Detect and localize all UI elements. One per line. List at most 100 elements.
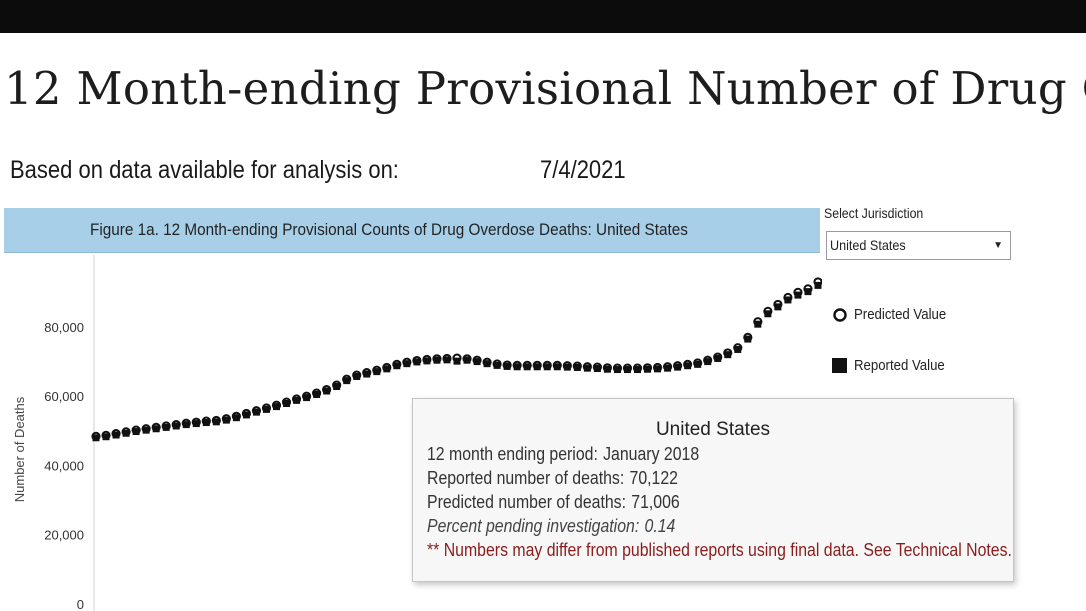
- reported-value-point[interactable]: [553, 363, 561, 371]
- reported-value-point[interactable]: [323, 387, 331, 395]
- predicted-value-point[interactable]: [763, 306, 773, 316]
- predicted-value-point[interactable]: [472, 355, 482, 365]
- predicted-value-point[interactable]: [352, 370, 362, 380]
- reported-value-point[interactable]: [724, 351, 732, 359]
- reported-value-point[interactable]: [784, 296, 792, 304]
- reported-value-point[interactable]: [232, 414, 240, 422]
- reported-value-point[interactable]: [634, 366, 641, 374]
- reported-value-point[interactable]: [182, 421, 190, 429]
- reported-value-point[interactable]: [443, 356, 451, 364]
- predicted-value-point[interactable]: [542, 360, 552, 370]
- predicted-value-point[interactable]: [131, 425, 141, 435]
- reported-value-point[interactable]: [603, 365, 611, 373]
- reported-value-point[interactable]: [593, 365, 601, 373]
- predicted-value-point[interactable]: [261, 403, 272, 413]
- reported-value-point[interactable]: [112, 431, 120, 439]
- predicted-value-point[interactable]: [622, 363, 633, 373]
- predicted-value-point[interactable]: [482, 357, 492, 367]
- reported-value-point[interactable]: [313, 390, 321, 398]
- predicted-value-point[interactable]: [291, 394, 302, 404]
- predicted-value-point[interactable]: [181, 418, 191, 428]
- predicted-value-point[interactable]: [803, 284, 813, 294]
- predicted-value-point[interactable]: [813, 277, 822, 287]
- reported-value-point[interactable]: [644, 365, 652, 373]
- predicted-value-point[interactable]: [141, 424, 151, 434]
- jurisdiction-select[interactable]: United States ▼: [826, 231, 1011, 260]
- predicted-value-point[interactable]: [171, 420, 181, 430]
- reported-value-point[interactable]: [293, 396, 301, 404]
- predicted-value-point[interactable]: [301, 391, 312, 401]
- predicted-value-point[interactable]: [793, 287, 803, 297]
- predicted-value-point[interactable]: [211, 415, 221, 426]
- reported-value-point[interactable]: [543, 363, 551, 371]
- predicted-value-point[interactable]: [362, 368, 372, 378]
- reported-value-point[interactable]: [212, 418, 220, 426]
- predicted-value-point[interactable]: [693, 358, 703, 368]
- reported-value-point[interactable]: [122, 429, 130, 437]
- predicted-value-point[interactable]: [552, 360, 562, 370]
- predicted-value-point[interactable]: [422, 354, 432, 365]
- reported-value-point[interactable]: [343, 377, 351, 385]
- predicted-value-point[interactable]: [592, 362, 602, 372]
- predicted-value-point[interactable]: [462, 354, 472, 364]
- predicted-value-point[interactable]: [442, 353, 452, 364]
- predicted-value-point[interactable]: [161, 421, 171, 431]
- predicted-value-point[interactable]: [432, 354, 442, 364]
- reported-value-point[interactable]: [373, 368, 381, 376]
- predicted-value-point[interactable]: [271, 400, 282, 410]
- reported-value-point[interactable]: [102, 433, 110, 441]
- predicted-value-point[interactable]: [642, 363, 653, 373]
- reported-value-point[interactable]: [573, 363, 581, 371]
- predicted-value-point[interactable]: [713, 352, 723, 362]
- reported-value-point[interactable]: [623, 366, 631, 374]
- reported-value-point[interactable]: [664, 364, 672, 372]
- reported-value-point[interactable]: [92, 434, 100, 442]
- reported-value-point[interactable]: [132, 428, 140, 436]
- predicted-value-point[interactable]: [101, 430, 111, 440]
- reported-value-point[interactable]: [563, 363, 571, 371]
- reported-value-point[interactable]: [483, 360, 491, 368]
- predicted-value-point[interactable]: [221, 414, 231, 424]
- reported-value-point[interactable]: [423, 357, 431, 365]
- reported-value-point[interactable]: [493, 361, 501, 369]
- reported-value-point[interactable]: [654, 365, 662, 373]
- reported-value-point[interactable]: [764, 310, 772, 318]
- reported-value-point[interactable]: [262, 405, 270, 413]
- reported-value-point[interactable]: [694, 360, 702, 368]
- predicted-value-point[interactable]: [241, 408, 252, 419]
- reported-value-point[interactable]: [162, 423, 170, 431]
- reported-value-point[interactable]: [242, 411, 250, 419]
- reported-value-point[interactable]: [734, 345, 742, 353]
- predicted-value-point[interactable]: [452, 353, 462, 363]
- predicted-value-point[interactable]: [512, 360, 522, 370]
- predicted-value-point[interactable]: [382, 362, 392, 373]
- reported-value-point[interactable]: [523, 363, 531, 371]
- predicted-value-point[interactable]: [332, 380, 342, 390]
- predicted-value-point[interactable]: [151, 422, 161, 432]
- predicted-value-point[interactable]: [572, 361, 582, 371]
- predicted-value-point[interactable]: [783, 292, 793, 303]
- reported-value-point[interactable]: [283, 399, 291, 407]
- predicted-value-point[interactable]: [191, 417, 201, 427]
- predicted-value-point[interactable]: [703, 355, 713, 365]
- reported-value-point[interactable]: [142, 426, 150, 434]
- predicted-value-point[interactable]: [612, 363, 623, 373]
- predicted-value-point[interactable]: [412, 355, 422, 366]
- predicted-value-point[interactable]: [632, 363, 643, 373]
- reported-value-point[interactable]: [252, 408, 260, 416]
- predicted-value-point[interactable]: [773, 299, 783, 310]
- reported-value-point[interactable]: [744, 335, 752, 343]
- predicted-value-point[interactable]: [532, 360, 542, 370]
- reported-value-point[interactable]: [433, 356, 441, 364]
- reported-value-point[interactable]: [473, 358, 481, 366]
- predicted-value-point[interactable]: [231, 411, 241, 421]
- predicted-value-point[interactable]: [492, 359, 502, 369]
- predicted-value-point[interactable]: [743, 332, 753, 342]
- predicted-value-point[interactable]: [91, 431, 101, 441]
- reported-value-point[interactable]: [172, 422, 180, 430]
- reported-value-point[interactable]: [222, 416, 230, 424]
- predicted-value-point[interactable]: [121, 427, 131, 437]
- reported-value-point[interactable]: [192, 420, 200, 428]
- reported-value-point[interactable]: [383, 365, 391, 373]
- predicted-value-point[interactable]: [683, 359, 693, 369]
